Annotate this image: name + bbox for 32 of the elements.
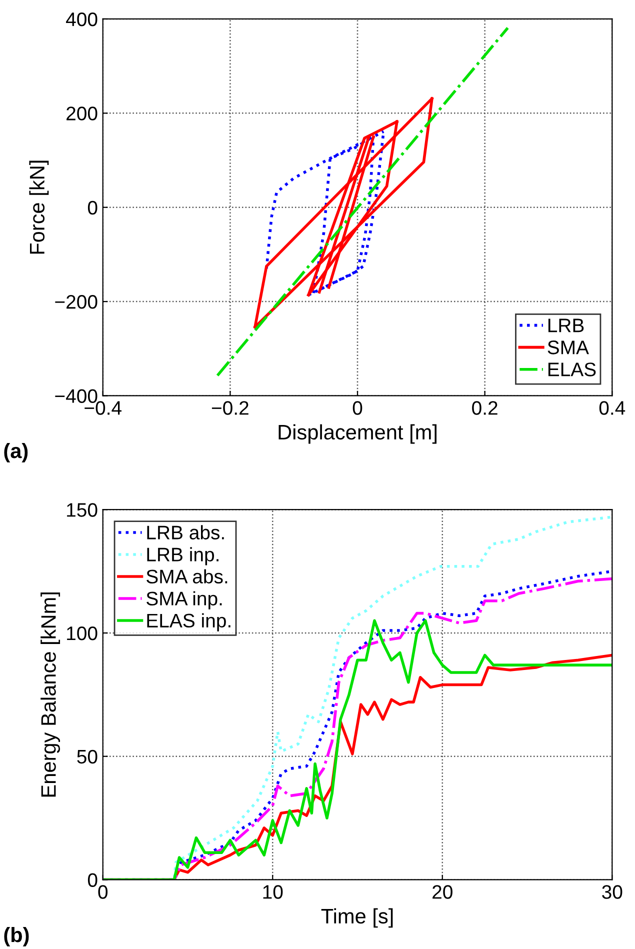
legend-label: SMA inp. bbox=[146, 591, 222, 610]
legend-label: LRB inp. bbox=[147, 547, 218, 566]
x-tick-label: 0.2 bbox=[472, 401, 498, 415]
x-tick-label: 0 bbox=[98, 885, 108, 899]
y-tick-label: 400 bbox=[66, 12, 98, 26]
legend-label: ELAS bbox=[548, 362, 596, 376]
y-tick-label: 100 bbox=[67, 626, 98, 640]
y-tick-label: −400 bbox=[55, 389, 98, 403]
legend-label: SMA abs. bbox=[146, 569, 228, 584]
y-tick-label: 0 bbox=[88, 200, 98, 215]
y-tick-label: 0 bbox=[88, 873, 98, 887]
x-tick-label: 0 bbox=[352, 401, 362, 415]
y-axis-title: Energy Balance [kNm] bbox=[40, 592, 60, 797]
x-tick-label: −0.4 bbox=[84, 401, 122, 415]
legend-label: LRB abs. bbox=[147, 525, 224, 540]
x-axis-title: Displacement [m] bbox=[278, 424, 436, 444]
x-tick-label: 20 bbox=[432, 885, 452, 899]
x-tick-label: −0.2 bbox=[212, 401, 248, 415]
y-tick-label: −200 bbox=[55, 295, 98, 309]
legend-label: LRB bbox=[548, 318, 584, 332]
y-tick-label: 200 bbox=[66, 106, 98, 120]
y-axis-title: Force [kN] bbox=[29, 160, 49, 254]
legend-label: ELAS inp. bbox=[147, 613, 230, 632]
legend-label: SMA bbox=[548, 340, 589, 354]
x-tick-label: 10 bbox=[263, 885, 283, 899]
x-tick-label: 0.4 bbox=[599, 401, 626, 415]
x-axis-title: Time [s] bbox=[321, 908, 393, 928]
y-tick-label: 150 bbox=[67, 503, 98, 517]
text: (a) bbox=[4, 442, 28, 462]
x-tick-label: 30 bbox=[602, 885, 622, 899]
text: (b) bbox=[4, 926, 29, 946]
y-tick-label: 50 bbox=[77, 750, 98, 764]
